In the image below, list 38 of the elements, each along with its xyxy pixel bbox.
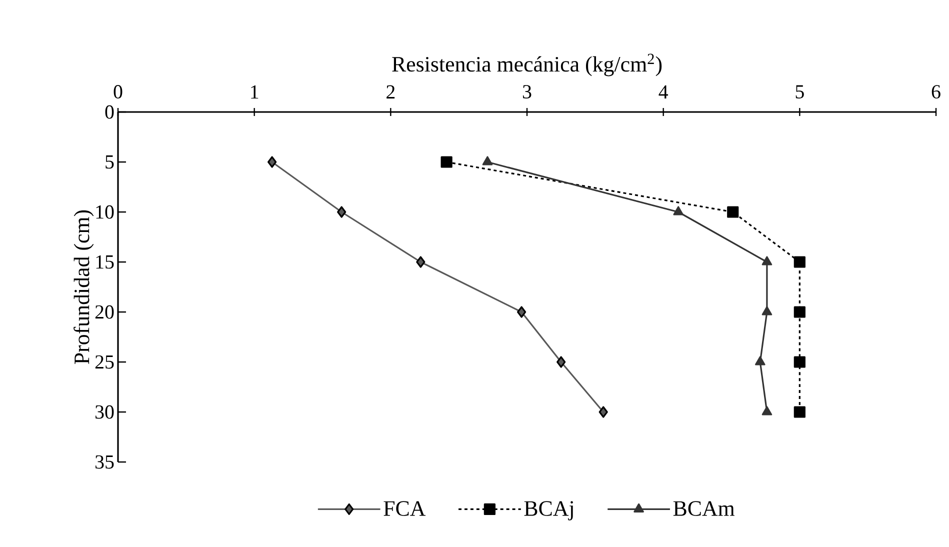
y-tick-label: 0 xyxy=(105,105,114,119)
point xyxy=(762,406,772,416)
x-axis-title: Resistencia mecánica (kg/cm$^{2}$) xyxy=(392,54,662,76)
point xyxy=(794,306,806,318)
x-tick-label: 0 xyxy=(114,85,122,98)
y-tick-label: 15 xyxy=(96,255,114,269)
point xyxy=(762,306,772,316)
x-tick-label: 3 xyxy=(522,85,532,98)
point xyxy=(762,256,772,266)
y-tick-label: 30 xyxy=(96,405,114,419)
point xyxy=(440,156,452,168)
y-tick-label: 25 xyxy=(95,355,114,369)
x-tick-label: 5 xyxy=(796,85,804,98)
point xyxy=(337,206,346,218)
point xyxy=(794,256,806,268)
point xyxy=(755,356,766,366)
point xyxy=(598,406,608,418)
legend-label: FCA xyxy=(384,501,426,516)
point xyxy=(727,206,739,218)
legend-label: BCAj xyxy=(524,501,573,520)
point xyxy=(517,306,526,318)
y-tick-label: 5 xyxy=(106,155,114,169)
point xyxy=(673,206,684,216)
y-axis-title: Profundidad (cm) xyxy=(74,210,94,364)
point xyxy=(268,156,277,168)
x-tick-label: 2 xyxy=(386,85,395,98)
point xyxy=(556,356,566,368)
point xyxy=(794,406,806,418)
legend-label: BCAm xyxy=(673,501,735,516)
y-tick-label: 10 xyxy=(96,205,114,219)
x-tick-label: 4 xyxy=(658,85,668,98)
x-tick-label: 6 xyxy=(932,85,940,98)
point xyxy=(794,356,806,368)
point xyxy=(482,156,493,166)
x-tick-label: 1 xyxy=(251,85,258,98)
point xyxy=(416,256,426,268)
y-tick-label: 35 xyxy=(96,455,114,469)
y-tick-label: 20 xyxy=(95,305,114,319)
